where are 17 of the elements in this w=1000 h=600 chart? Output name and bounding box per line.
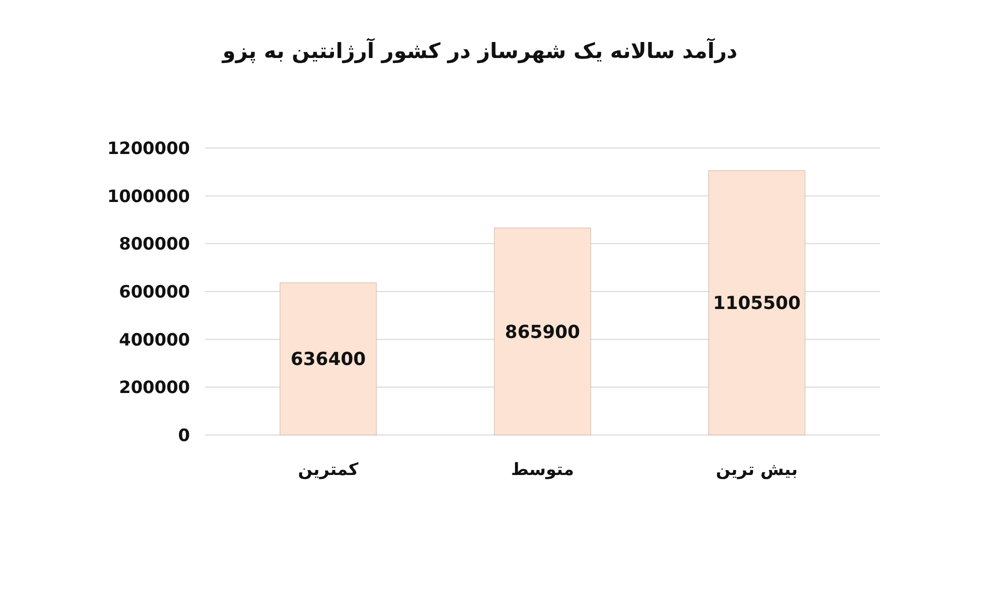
chart-title: درآمد سالانه یک شهرساز در کشور آرژانتین به پزو (222, 37, 738, 64)
bar (280, 282, 377, 436)
y-tick-label: 1000000 (107, 186, 190, 207)
y-tick-label: 0 (178, 426, 190, 446)
data-label: 1105500 (712, 293, 801, 314)
y-tick-label: 1200000 (107, 138, 190, 159)
y-tick-label: 600000 (119, 282, 190, 302)
y-tick-label: 400000 (119, 330, 190, 350)
data-label: 865900 (504, 322, 580, 343)
bar (494, 228, 591, 436)
x-tick-label: کمترین (298, 460, 359, 480)
bar (708, 170, 806, 436)
y-tick-label: 800000 (119, 234, 190, 255)
x-tick-label: متوسط (510, 460, 574, 480)
x-tick-label: بیش ترین (716, 460, 798, 480)
y-tick-label: 200000 (119, 378, 190, 398)
data-label: 636400 (290, 349, 366, 370)
